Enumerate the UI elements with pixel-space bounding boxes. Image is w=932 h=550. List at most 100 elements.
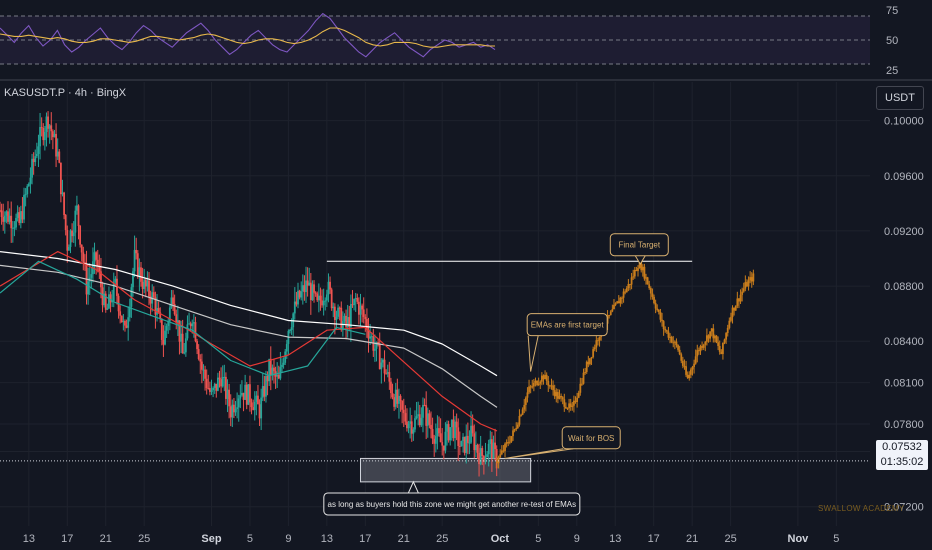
candle-body <box>109 294 112 303</box>
projection-candle <box>542 375 545 380</box>
projection-candle <box>739 294 742 302</box>
projection-path[interactable] <box>496 252 755 469</box>
candle-body <box>380 362 383 370</box>
candle-body <box>343 315 346 322</box>
candle-body <box>55 133 57 157</box>
demand-zone[interactable] <box>359 457 532 483</box>
candle-body <box>228 389 231 407</box>
projection-candle <box>497 457 500 464</box>
projection-candle <box>664 329 667 331</box>
candle-body <box>444 431 447 451</box>
candle-body <box>221 377 224 387</box>
annotation-callout[interactable]: Final Target <box>609 233 669 265</box>
candle-body <box>189 323 192 327</box>
candle-body <box>309 282 312 301</box>
projection-candle <box>691 366 694 370</box>
candle-body <box>324 300 327 302</box>
candle-body <box>194 322 197 342</box>
projection-candle <box>750 277 753 282</box>
ema-line <box>0 251 498 432</box>
projection-candle <box>608 315 611 317</box>
candle-body <box>168 307 171 322</box>
candle-body <box>18 212 21 223</box>
projection-candle <box>587 361 590 365</box>
candle-body <box>391 393 394 398</box>
candle-body <box>53 133 56 138</box>
candle-body <box>111 301 114 303</box>
candle-body <box>71 230 73 237</box>
annotations: Final Target EMAs are first target Wait fo… <box>323 233 669 516</box>
candle-body <box>58 151 61 163</box>
last-price-value: 0.07532 <box>882 441 922 453</box>
candle-body <box>458 445 461 447</box>
candle-body <box>487 443 490 455</box>
candle-body <box>32 158 35 163</box>
candle-body <box>322 301 325 306</box>
candle-body <box>98 266 101 272</box>
candle-body <box>72 232 75 237</box>
candle-body <box>454 421 456 439</box>
annotation-callout[interactable]: Wait for BOS <box>504 426 621 459</box>
projection-candle <box>662 321 665 330</box>
annotation-callout[interactable]: EMAs are first target <box>526 313 608 372</box>
projection-candle <box>508 441 511 443</box>
candle-body <box>490 439 493 459</box>
candle-body <box>386 372 389 374</box>
candle-body <box>285 343 288 352</box>
candle-body <box>425 405 428 426</box>
candle-body <box>463 436 466 453</box>
callout-pointer <box>634 255 646 265</box>
candle-body <box>329 281 331 290</box>
time-tick-label: Oct <box>491 533 510 545</box>
candle-body <box>29 177 32 184</box>
candle-body <box>430 424 432 430</box>
candle-body <box>112 281 115 302</box>
projection-candle <box>534 380 537 383</box>
candle-body <box>317 295 320 301</box>
projection-candle <box>686 374 689 379</box>
candle-body <box>2 217 5 222</box>
candle-body <box>460 441 463 447</box>
projection-candle <box>681 360 684 366</box>
candle-body <box>476 444 479 453</box>
projection-candle <box>637 268 639 272</box>
projection-candle <box>709 331 711 339</box>
candle-body <box>3 215 6 222</box>
candle-body <box>157 308 160 313</box>
projection-candle <box>555 392 558 397</box>
projection-candle <box>576 397 579 402</box>
projection-candle <box>569 403 572 407</box>
candle-body <box>244 384 247 400</box>
candle-body <box>167 321 170 326</box>
candle-body <box>375 342 378 349</box>
currency-unit-button[interactable]: USDT <box>876 86 924 110</box>
candle-body <box>61 192 64 195</box>
candle-body <box>140 267 142 282</box>
projection-candle <box>720 351 723 355</box>
candle-body <box>50 125 53 132</box>
candle-body <box>321 300 323 306</box>
projection-candle <box>619 297 622 304</box>
candle-body <box>212 387 214 391</box>
projection-candle <box>665 330 668 332</box>
candle-body <box>76 205 78 211</box>
projection-candle <box>520 414 522 416</box>
time-tick-label: 17 <box>61 533 73 545</box>
projection-candle <box>651 293 654 297</box>
projection-candle <box>617 301 620 304</box>
candle-body <box>410 421 413 434</box>
candle-body <box>370 336 373 338</box>
projection-candle <box>734 305 737 311</box>
candle-body <box>164 330 166 345</box>
candle-body <box>80 244 83 253</box>
projection-candle <box>746 282 748 287</box>
candle-body <box>414 418 416 430</box>
candle-body <box>482 455 485 463</box>
candle-body <box>192 322 195 324</box>
projection-candle <box>558 395 561 399</box>
projection-candle <box>710 328 713 332</box>
annotation-callout[interactable]: as long as buyers hold this zone we migh… <box>323 480 581 516</box>
candle-body <box>217 377 219 391</box>
candle-body <box>7 211 9 222</box>
projection-candle <box>611 309 614 312</box>
